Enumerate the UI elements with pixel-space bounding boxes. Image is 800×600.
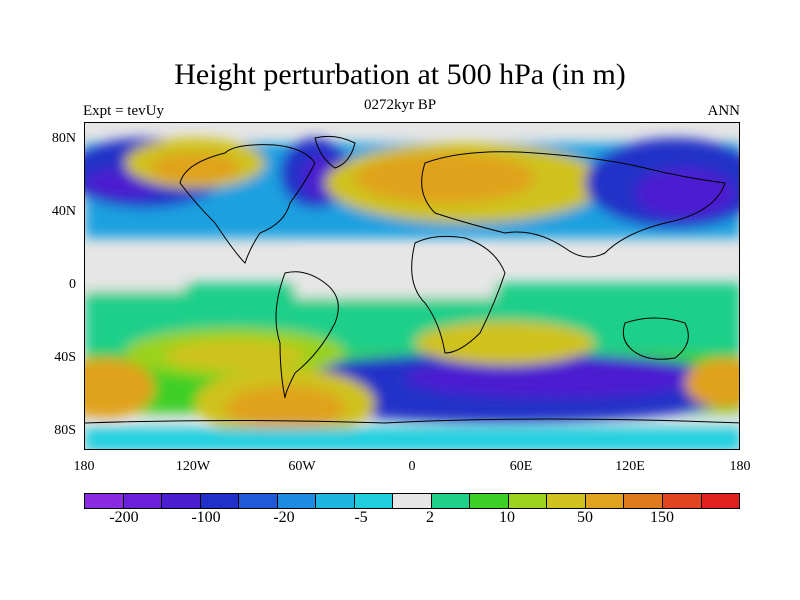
lat-tick: 0 [69,277,76,292]
colorbar-swatch [431,494,471,508]
colorbar-swatch [123,494,163,508]
colorbar-label: -200 [109,509,139,526]
lon-tick: 120E [615,459,645,474]
colorbar-swatch [162,494,201,508]
time-label: 0272kyr BP [363,97,437,113]
lat-tick: 80S [54,423,76,438]
colorbar-label: -100 [191,509,221,526]
colorbar-label: 50 [577,509,593,526]
colorbar-label: -20 [273,509,295,526]
lon-tick: 0 [408,459,416,474]
colorbar-label: -5 [354,509,368,526]
plot-title: Height perturbation at 500 hPa (in m) [174,58,626,91]
lon-tick: 60W [288,459,316,474]
colorbar-swatch [239,494,278,508]
colorbar-swatch [547,494,586,508]
colorbar-swatch [662,494,702,508]
colorbar-label: 2 [426,509,434,526]
colorbar-swatch [585,494,625,508]
lon-tick: 120W [175,459,211,474]
colorbar-swatch [508,494,548,508]
colorbar [84,493,740,509]
colorbar-swatch [393,494,432,508]
lat-tick: 40N [51,204,76,219]
season-label: ANN [707,103,741,119]
colorbar-swatch [200,494,240,508]
lat-tick: 40S [54,350,76,365]
colorbar-swatch [85,494,124,508]
lon-tick: 60E [509,459,533,474]
colorbar-swatch [624,494,663,508]
lon-tick: 180 [729,459,751,474]
contour-map [85,123,739,449]
lat-tick: 80N [51,131,76,146]
colorbar-swatch [701,494,740,508]
lon-tick: 180 [73,459,95,474]
colorbar-label: 150 [650,509,674,526]
experiment-label: Expt = tevUy [83,103,164,119]
colorbar-label: 10 [499,509,515,526]
colorbar-swatch [354,494,394,508]
map-panel [84,122,740,450]
colorbar-swatch [316,494,355,508]
colorbar-swatch [277,494,317,508]
colorbar-swatch [470,494,509,508]
